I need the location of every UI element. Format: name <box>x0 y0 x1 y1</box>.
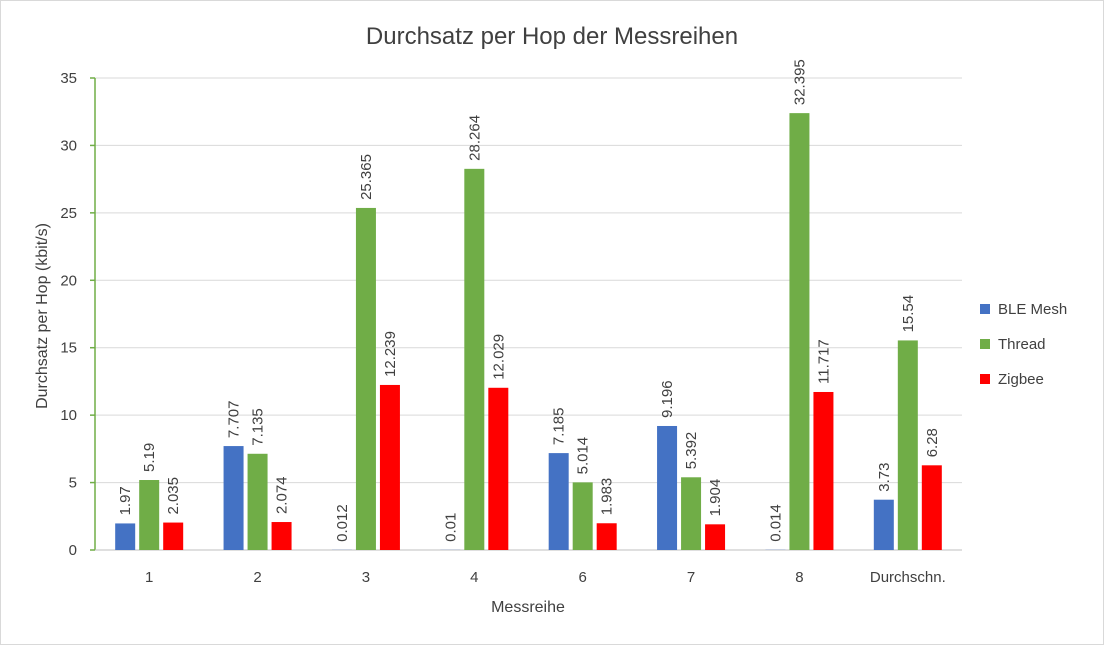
x-tick-label: 7 <box>687 569 695 586</box>
data-label: 3.73 <box>876 462 893 491</box>
x-tick-label: Durchschn. <box>870 569 946 586</box>
data-label: 1.97 <box>117 486 134 515</box>
data-label: 5.014 <box>575 437 592 475</box>
data-label: 0.01 <box>442 513 459 542</box>
bar-ble-mesh <box>548 453 569 550</box>
chart-title: Durchsatz per Hop der Messreihen <box>366 23 738 50</box>
bar-ble-mesh <box>223 446 244 550</box>
bar-thread <box>572 482 593 550</box>
data-label: 11.717 <box>815 339 832 384</box>
bar-zigbee <box>921 465 942 550</box>
bars <box>115 113 942 551</box>
legend-entry: BLE Mesh <box>998 301 1067 318</box>
data-label: 1.904 <box>707 479 724 517</box>
bar-thread <box>247 453 268 550</box>
y-tick-label: 30 <box>60 137 77 154</box>
data-labels: 1.97 5.19 2.035 7.707 7.135 2.074 0.012 25.365 1… <box>117 59 941 542</box>
data-label: 5.392 <box>683 432 700 470</box>
x-tick-label: 2 <box>253 569 261 586</box>
data-label: 1.983 <box>599 478 616 516</box>
y-tick-label: 10 <box>60 407 77 424</box>
bar-ble-mesh <box>873 499 894 550</box>
bar-zigbee <box>705 524 726 550</box>
data-label: 5.19 <box>141 443 158 472</box>
y-tick-label: 20 <box>60 272 77 289</box>
data-label: 15.54 <box>900 295 917 333</box>
bar-thread <box>789 113 810 551</box>
bar-zigbee <box>596 523 617 550</box>
data-label: 2.074 <box>274 476 291 514</box>
bar-ble-mesh <box>115 523 136 550</box>
x-tick-labels: 1 2 3 4 6 7 8 Durchschn. <box>145 569 946 586</box>
y-tick-label: 5 <box>69 475 77 492</box>
x-tick-label: 1 <box>145 569 153 586</box>
data-label: 2.035 <box>165 477 182 515</box>
x-tick-label: 3 <box>362 569 370 586</box>
data-label: 0.012 <box>334 504 351 542</box>
data-label: 7.135 <box>250 408 267 446</box>
y-tick-label: 35 <box>60 70 77 87</box>
legend-swatch <box>980 304 990 314</box>
data-label: 0.014 <box>767 504 784 542</box>
bar-zigbee <box>163 522 184 550</box>
y-tick-label: 25 <box>60 205 77 222</box>
bar-zigbee <box>379 384 400 550</box>
y-tick-label: 0 <box>69 542 77 559</box>
data-label: 7.707 <box>226 401 243 439</box>
bar-zigbee <box>488 387 509 550</box>
data-label: 28.264 <box>466 115 483 161</box>
bar-zigbee <box>813 391 834 550</box>
data-label: 6.28 <box>924 428 941 457</box>
y-tick-labels: 0 5 10 15 20 25 30 35 <box>60 70 77 559</box>
legend-entry: Zigbee <box>998 371 1044 388</box>
data-label: 25.365 <box>358 154 375 200</box>
bar-zigbee <box>271 522 292 550</box>
legend-entry: Thread <box>998 336 1046 353</box>
data-label: 12.029 <box>490 334 507 380</box>
y-tick-label: 15 <box>60 340 77 357</box>
legend-swatch <box>980 374 990 384</box>
bar-thread <box>139 480 160 550</box>
y-axis-label: Durchsatz per Hop (kbit/s) <box>34 223 51 409</box>
bar-ble-mesh <box>657 425 678 550</box>
bar-thread <box>897 340 918 550</box>
legend: BLE Mesh Thread Zigbee <box>980 301 1067 388</box>
bar-thread <box>355 207 376 550</box>
data-label: 9.196 <box>659 380 676 418</box>
bar-thread <box>681 477 702 550</box>
data-label: 12.239 <box>382 331 399 377</box>
data-label: 32.395 <box>791 59 808 105</box>
legend-swatch <box>980 339 990 349</box>
data-label: 7.185 <box>551 408 568 446</box>
bar-thread <box>464 168 485 550</box>
x-tick-label: 4 <box>470 569 478 586</box>
x-tick-label: 6 <box>579 569 587 586</box>
x-tick-label: 8 <box>795 569 803 586</box>
x-axis-label: Messreihe <box>491 599 565 616</box>
